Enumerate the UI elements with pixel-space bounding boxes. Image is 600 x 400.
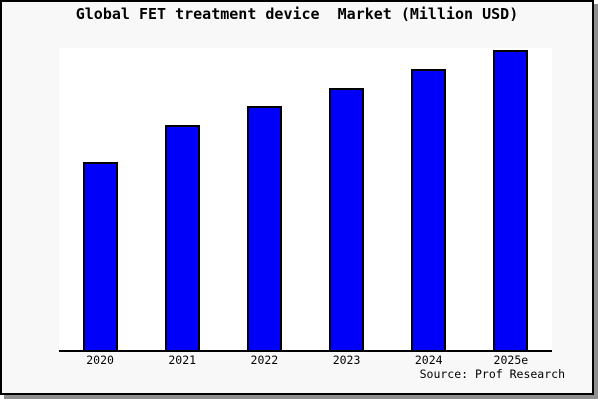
bar-2024 [411,69,447,350]
bar-2020 [82,162,118,350]
x-tick-row: 2020 2021 2022 2023 2024 2025e [59,353,552,367]
source-credit: Source: Prof Research [419,367,565,381]
x-tick-label-2022: 2022 [250,353,279,367]
x-tick-label-2023: 2023 [332,353,361,367]
bar-2025e [493,50,529,350]
plot-area [59,48,552,352]
x-tick-label-2025e: 2025e [493,353,529,367]
chart-title: Global FET treatment device Market (Mill… [75,5,519,23]
x-tick-label-2024: 2024 [414,353,443,367]
x-tick-label-2021: 2021 [168,353,197,367]
x-tick-label-2020: 2020 [86,353,114,367]
bar-2021 [164,125,200,350]
bar-2022 [246,106,282,350]
bar-2023 [329,88,365,350]
